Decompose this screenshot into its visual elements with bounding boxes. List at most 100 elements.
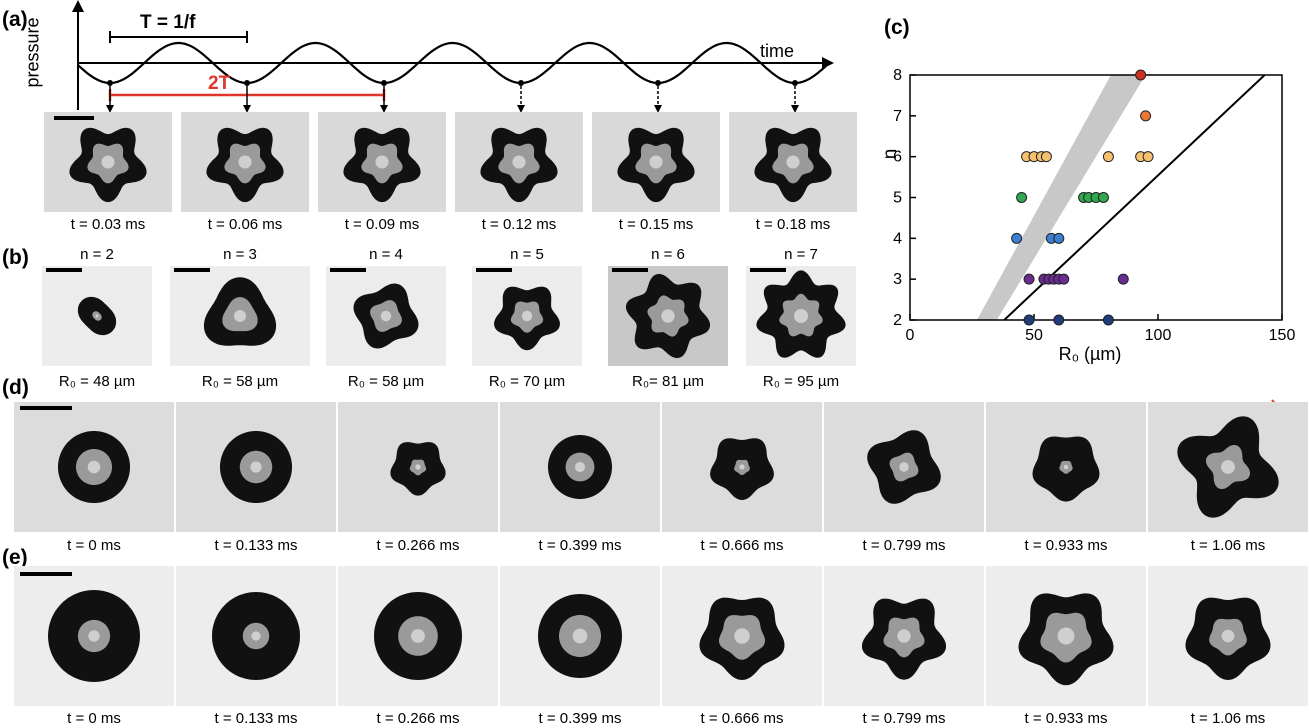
chart-data-point — [1023, 273, 1035, 285]
panel-b-frame — [326, 266, 446, 366]
panel-b-mode-label: n = 4 — [369, 246, 403, 263]
chart-data-point — [1053, 314, 1065, 326]
panel-a-frame — [455, 112, 583, 212]
chart-data-point — [1135, 69, 1147, 81]
panel-d-scale-bar — [20, 406, 72, 410]
panel-d-time-caption: t = 0.399 ms — [538, 537, 622, 554]
panel-e-frame — [176, 566, 336, 706]
bubble-highlight — [1063, 464, 1069, 470]
sample-point — [792, 80, 798, 86]
panel-b-scale-bar — [330, 268, 366, 272]
panel-a-time-caption: t = 0.03 ms — [70, 216, 146, 233]
panel-b-scale-bar — [476, 268, 512, 272]
chart-y-tick-label: 2 — [893, 312, 902, 329]
panel-b-scale-bar — [750, 268, 786, 272]
chart-data-point — [1117, 273, 1129, 285]
bubble-image — [867, 430, 941, 504]
panel-b-frame — [170, 266, 310, 366]
bubble-highlight — [661, 309, 675, 323]
chart-data-point — [1016, 192, 1028, 203]
bubble-image — [48, 590, 140, 682]
bubble-image — [390, 442, 446, 496]
chart-data-point — [1142, 151, 1154, 163]
panel-label-d: (d) — [2, 376, 29, 399]
bubble-highlight — [899, 462, 909, 472]
bubble-highlight — [794, 309, 808, 323]
panel-e-scale-bar — [20, 572, 72, 576]
sample-arrowhead — [380, 105, 388, 113]
panel-d-time-caption: t = 0.133 ms — [214, 537, 298, 554]
panel-e-time-caption: t = 0.133 ms — [214, 710, 298, 727]
panel-e-frame — [500, 566, 660, 706]
panel-a-frame — [318, 112, 446, 212]
panel-e-frame — [662, 566, 822, 706]
bubble-image — [625, 273, 711, 359]
panel-a-scale-bar — [54, 116, 94, 120]
chart-data-point — [1058, 273, 1070, 285]
bubble-highlight — [411, 629, 425, 643]
bubble-highlight — [251, 631, 261, 641]
panel-a-frame — [729, 112, 857, 212]
panel-label-e: (e) — [2, 546, 28, 569]
bubble-highlight — [380, 310, 392, 322]
pressure-waveform — [77, 41, 827, 85]
panel-e-frame — [338, 566, 498, 706]
bubble-image — [1032, 436, 1100, 502]
bubble-image — [754, 127, 832, 203]
bubble-image — [206, 127, 284, 203]
chart-y-tick-label: 8 — [893, 67, 902, 84]
bubble-highlight — [415, 464, 421, 470]
bubble-image — [538, 594, 622, 678]
panel-b-radius-label: R₀ = 95 µm — [762, 373, 840, 390]
sample-arrowhead — [517, 105, 525, 113]
panel-d-frame — [662, 402, 822, 532]
chart-data-point — [1102, 314, 1114, 326]
bubble-image — [1177, 416, 1279, 518]
bubble-highlight — [574, 461, 586, 473]
sample-arrowhead — [654, 105, 662, 113]
time-axis-label: time — [760, 41, 795, 61]
panel-b-mode-label: n = 2 — [80, 246, 114, 263]
bubble-image — [548, 435, 612, 499]
panel-a-time-caption: t = 0.06 ms — [207, 216, 283, 233]
panel-b-scale-bar — [174, 268, 210, 272]
bubble-highlight — [101, 155, 115, 169]
panel-e-frame — [1148, 566, 1308, 706]
bubble-highlight — [739, 464, 745, 470]
panel-b-radius-label: R₀= 81 µm — [632, 373, 704, 390]
bubble-image — [617, 127, 695, 203]
panel-b-mode-label: n = 5 — [510, 246, 544, 263]
panel-b-mode-label: n = 7 — [784, 246, 818, 263]
panel-b-frame — [746, 266, 856, 366]
bubble-image — [77, 296, 117, 336]
chart-y-tick-label: 5 — [893, 190, 902, 207]
panel-d-frame — [1148, 402, 1308, 532]
chart-data-point — [1102, 151, 1114, 163]
panel-e-time-caption: t = 0.399 ms — [538, 710, 622, 727]
bubble-highlight — [234, 310, 246, 322]
sample-point — [244, 80, 250, 86]
panel-e-time-caption: t = 0.666 ms — [700, 710, 784, 727]
panel-e-frame — [986, 566, 1146, 706]
period-label: T = 1/f — [140, 12, 196, 33]
panel-a-time-caption: t = 0.15 ms — [618, 216, 694, 233]
sample-point — [381, 80, 387, 86]
sample-point — [518, 80, 524, 86]
bubble-highlight — [1221, 629, 1235, 643]
bubble-image — [58, 431, 130, 503]
chart-x-tick-label: 100 — [1145, 327, 1172, 344]
sample-arrowhead — [791, 105, 799, 113]
chart-data-point — [1053, 232, 1065, 244]
panel-b-scale-bar — [612, 268, 648, 272]
bubble-image — [212, 592, 300, 680]
bubble-highlight — [95, 314, 99, 318]
panel-d-time-caption: t = 0.666 ms — [700, 537, 784, 554]
panel-a-frame — [592, 112, 720, 212]
bubble-image — [710, 438, 774, 500]
panel-a-frame — [44, 112, 172, 212]
bubble-image — [1018, 593, 1114, 686]
chart-y-tick-label: 4 — [893, 230, 902, 247]
bubble-highlight — [1057, 627, 1075, 645]
panel-e-frame — [824, 566, 984, 706]
